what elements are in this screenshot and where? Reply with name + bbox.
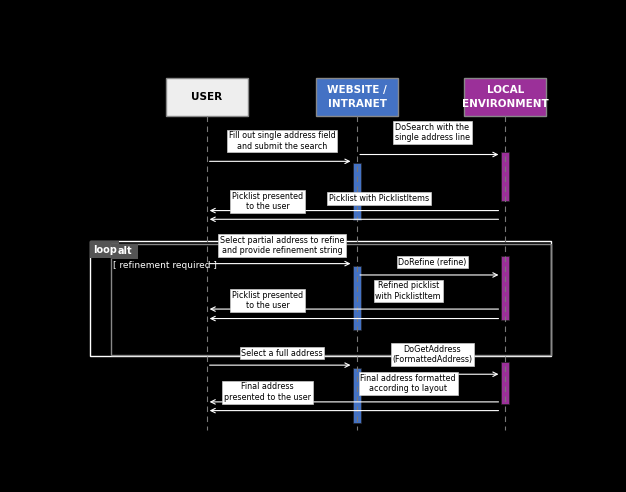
- Bar: [111, 244, 138, 259]
- Text: DoSearch with the
single address line: DoSearch with the single address line: [395, 123, 470, 142]
- Text: Picklist presented
to the user: Picklist presented to the user: [232, 291, 303, 310]
- Text: WEBSITE /
INTRANET: WEBSITE / INTRANET: [327, 85, 387, 109]
- Text: Final address
presented to the user: Final address presented to the user: [224, 382, 311, 402]
- Text: Refined picklist
with PicklistItem: Refined picklist with PicklistItem: [376, 281, 441, 301]
- Text: alt: alt: [117, 246, 132, 256]
- Text: [ refinement required ]: [ refinement required ]: [113, 261, 217, 270]
- Bar: [501, 256, 509, 320]
- Text: Select partial address to refine
and provide refinement string: Select partial address to refine and pro…: [220, 236, 344, 255]
- FancyBboxPatch shape: [464, 78, 546, 116]
- Text: DoRefine (refine): DoRefine (refine): [398, 258, 466, 267]
- Text: Picklist presented
to the user: Picklist presented to the user: [232, 192, 303, 212]
- Bar: [353, 163, 361, 220]
- Text: loop: loop: [93, 245, 117, 254]
- Bar: [501, 362, 509, 404]
- Text: Fill out single address field
and submit the search: Fill out single address field and submit…: [228, 131, 336, 151]
- Text: Picklist with PicklistItems: Picklist with PicklistItems: [329, 194, 429, 203]
- Bar: [501, 152, 509, 201]
- FancyBboxPatch shape: [316, 78, 398, 116]
- FancyBboxPatch shape: [165, 78, 248, 116]
- Bar: [90, 241, 552, 356]
- Bar: [90, 241, 120, 258]
- Text: DoGetAddress
(FormattedAddress): DoGetAddress (FormattedAddress): [393, 344, 473, 364]
- Text: Select a full address: Select a full address: [241, 348, 323, 358]
- Text: LOCAL
ENVIRONMENT: LOCAL ENVIRONMENT: [462, 85, 548, 109]
- Bar: [111, 244, 552, 355]
- Bar: [353, 266, 361, 330]
- Text: USER: USER: [192, 92, 222, 102]
- Text: Final address formatted
according to layout: Final address formatted according to lay…: [361, 374, 456, 393]
- Bar: [353, 368, 361, 423]
